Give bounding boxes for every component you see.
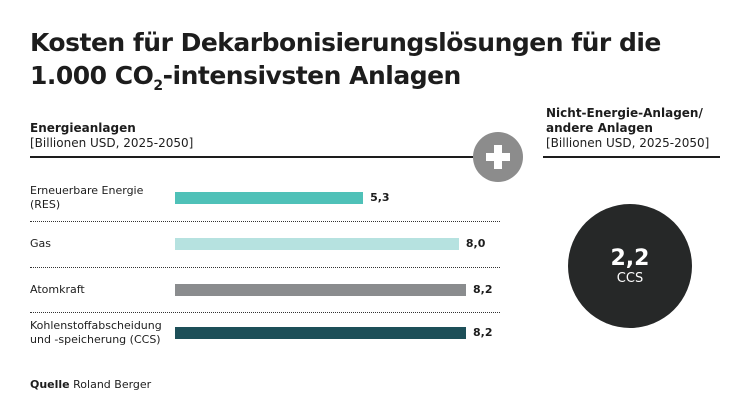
source: Quelle Roland Berger [30,378,151,391]
bar [175,238,459,250]
source-label: Quelle [30,378,70,391]
ccs-circle: 2,2 CCS [568,204,692,328]
title-line-1: Kosten für Dekarbonisierungslösungen für… [30,28,661,57]
category-label: Erneuerbare Energie (RES) [30,184,144,211]
right-header-title: Nicht-Energie-Anlagen/ andere Anlagen [546,106,703,135]
right-header: Nicht-Energie-Anlagen/ andere Anlagen [Bi… [546,106,716,151]
ccs-label: CCS [616,271,644,286]
bar [175,192,364,204]
left-divider [30,156,473,158]
title-line-2-end: -intensivsten Anlagen [162,61,462,90]
row-divider [30,312,500,313]
row-divider [30,221,500,222]
title-line-2: 1.000 CO [30,61,154,90]
left-header-title: Energieanlagen [30,121,136,135]
category-label: Gas [30,237,51,250]
ccs-value: 2,2 [610,246,650,271]
right-divider [543,156,720,158]
source-text: Roland Berger [73,378,152,391]
row-divider [30,267,500,268]
page-title: Kosten für Dekarbonisierungslösungen für… [30,26,661,103]
bar [175,284,466,296]
category-label: Atomkraft [30,283,85,296]
category-label: Kohlenstoffabscheidung und -speicherung … [30,319,162,346]
data-label: 8,2 [473,326,493,339]
data-label: 8,0 [465,237,486,250]
right-header-unit: [Billionen USD, 2025-2050] [546,136,710,150]
data-label: 8,2 [473,283,493,296]
plus-icon [473,132,523,182]
data-label: 5,3 [370,191,390,204]
bar [175,327,466,339]
title-subscript: 2 [153,78,163,94]
left-header: Energieanlagen [Billionen USD, 2025-2050] [30,121,193,151]
left-header-unit: [Billionen USD, 2025-2050] [30,136,194,150]
